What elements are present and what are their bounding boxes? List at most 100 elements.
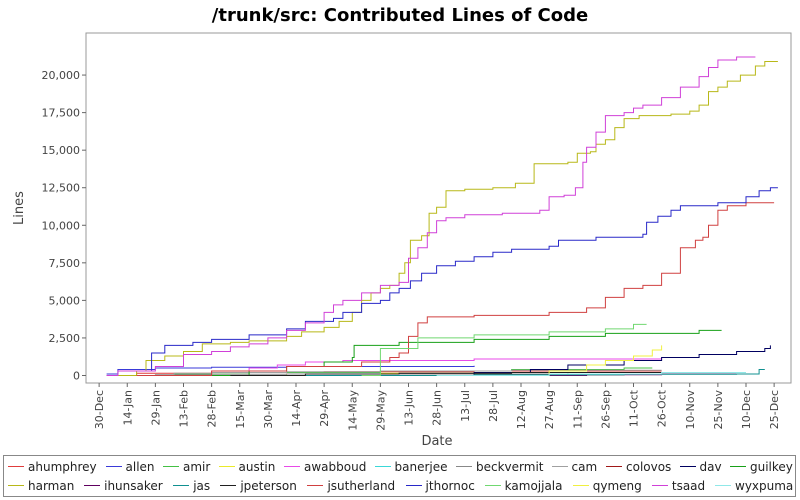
x-tick-label: 30-Dec <box>93 390 106 429</box>
chart: /trunk/src: Contributed Lines of Code 0 2… <box>12 5 792 449</box>
x-tick-label: 28-Jun <box>431 390 444 426</box>
x-tick-label: 28-Jul <box>487 390 500 422</box>
y-tick-label: 15,000 <box>42 144 81 157</box>
legend-label: awabboud <box>304 460 367 474</box>
x-tick-label: 12-Aug <box>515 390 528 429</box>
legend-label: qymeng <box>592 479 642 493</box>
y-tick-label: 20,000 <box>42 69 81 82</box>
y-tick-label: 7,500 <box>49 257 81 270</box>
x-tick-label: 14-Apr <box>290 390 303 427</box>
x-tick-label: 25-Nov <box>712 390 725 430</box>
legend-item-amir: amir <box>163 458 210 476</box>
legend-item-allen: allen <box>105 458 155 476</box>
legend-item-ihunsaker: ihunsaker <box>84 477 163 495</box>
legend-label: wyxpuma <box>735 479 794 493</box>
series-line-cam <box>146 369 662 376</box>
legend-item-guilkey: guilkey <box>730 458 793 476</box>
legend-item-harman: harman <box>8 477 74 495</box>
x-tick-label: 11-Oct <box>628 389 641 427</box>
legend-label: harman <box>28 479 75 493</box>
legend-label: colovos <box>626 460 672 474</box>
legend-swatch <box>679 466 696 467</box>
legend-item-colovos: colovos <box>606 458 671 476</box>
x-tick-label: 29-Jan <box>149 390 162 426</box>
y-tick-label: 17,500 <box>42 107 81 120</box>
legend-swatch <box>730 466 746 467</box>
legend-swatch <box>307 485 324 486</box>
legend-item-austin: austin <box>218 458 276 476</box>
legend-item-beckvermit: beckvermit <box>456 458 543 476</box>
legend-swatch <box>218 466 235 467</box>
legend-swatch <box>484 485 501 486</box>
legend-swatch <box>456 466 472 467</box>
legend-item-kamojjala: kamojjala <box>484 477 563 495</box>
x-tick-label: 14-Jan <box>121 390 134 426</box>
legend-item-jsutherland: jsutherland <box>307 477 395 495</box>
series-line-qymeng <box>492 345 663 376</box>
legend-item-jas: jas <box>173 477 210 495</box>
y-tick-label: 5,000 <box>49 294 81 307</box>
x-tick-label: 15-Mar <box>234 390 247 429</box>
legend-swatch <box>715 485 731 486</box>
x-axis: 30-Dec 14-Jan 29-Jan 13-Feb 28-Feb 15-Mar 30-M… <box>93 383 781 431</box>
legend-label: jpeterson <box>240 479 297 493</box>
x-tick-label: 11-Sep <box>571 390 584 429</box>
y-tick-label: 10,000 <box>42 219 81 232</box>
legend-swatch <box>651 485 668 486</box>
legend-item-jthornoc: jthornoc <box>405 477 475 495</box>
x-tick-label: 27-Aug <box>543 390 556 429</box>
legend-label: amir <box>183 460 211 474</box>
y-tick-label: 12,500 <box>42 182 81 195</box>
x-tick-label: 13-Jul <box>459 390 472 422</box>
x-tick-label: 30-Mar <box>262 390 275 429</box>
series-line-kamojjala <box>361 323 647 376</box>
legend-swatch <box>8 466 24 467</box>
legend-swatch <box>84 485 101 486</box>
legend-item-dav: dav <box>679 458 722 476</box>
legend-label: banerjee <box>394 460 448 474</box>
x-tick-label: 14-May <box>346 390 359 431</box>
legend-swatch <box>220 485 237 486</box>
legend-label: allen <box>125 460 155 474</box>
legend-item-banerjee: banerjee <box>374 458 448 476</box>
legend-label: cam <box>571 460 598 474</box>
legend-item-cam: cam <box>551 458 598 476</box>
y-axis-label: Lines <box>12 191 27 225</box>
legend-item-awabboud: awabboud <box>284 458 366 476</box>
x-tick-label: 29-May <box>374 390 387 431</box>
legend-swatch <box>284 466 300 467</box>
legend-swatch <box>105 466 122 467</box>
legend-item-tsaad: tsaad <box>651 477 705 495</box>
x-tick-label: 25-Dec <box>768 390 781 429</box>
series-lines <box>106 56 778 376</box>
legend-item-jpeterson: jpeterson <box>220 477 297 495</box>
legend-swatch <box>606 466 622 467</box>
legend-swatch <box>163 466 179 467</box>
x-tick-label: 29-Apr <box>318 390 331 427</box>
series-line-jthornoc <box>136 187 778 372</box>
legend-label: austin <box>238 460 276 474</box>
x-tick-label: 13-Feb <box>178 390 191 427</box>
y-axis: 0 2,500 5,000 7,500 10,000 12,500 15,000 17,500… <box>42 69 86 382</box>
series-line-jpeterson <box>230 372 662 376</box>
x-tick-label: 10-Dec <box>740 390 753 429</box>
legend-label: jas <box>193 479 211 493</box>
legend: ahumphrey allen amir austin awabboud banerjee… <box>3 455 796 497</box>
legend-label: ihunsaker <box>104 479 163 493</box>
legend-label: guilkey <box>750 460 793 474</box>
legend-label: kamojjala <box>504 479 563 493</box>
x-tick-label: 28-Feb <box>206 390 219 427</box>
y-tick-label: 2,500 <box>49 332 81 345</box>
series-line-allen <box>106 365 475 375</box>
legend-label: jthornoc <box>425 479 475 493</box>
x-tick-label: 26-Oct <box>656 389 669 427</box>
series-line-wyxpuma <box>436 372 746 376</box>
legend-swatch <box>173 485 190 486</box>
x-tick-label: 10-Nov <box>684 390 697 430</box>
legend-item-qymeng: qymeng <box>572 477 642 495</box>
x-tick-label: 13-Jun <box>403 390 416 426</box>
legend-item-wyxpuma: wyxpuma <box>715 477 793 495</box>
legend-swatch <box>551 466 568 467</box>
plot-area <box>85 32 792 384</box>
series-line-tsaad <box>106 56 756 376</box>
